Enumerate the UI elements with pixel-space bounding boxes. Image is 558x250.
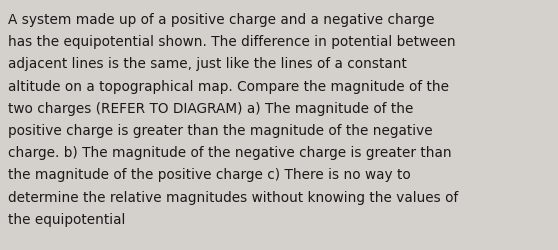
Text: positive charge is greater than the magnitude of the negative: positive charge is greater than the magn… (8, 124, 432, 138)
Text: determine the relative magnitudes without knowing the values of: determine the relative magnitudes withou… (8, 190, 458, 204)
Text: adjacent lines is the same, just like the lines of a constant: adjacent lines is the same, just like th… (8, 57, 407, 71)
Text: charge. b) The magnitude of the negative charge is greater than: charge. b) The magnitude of the negative… (8, 146, 451, 160)
Text: two charges (REFER TO DIAGRAM) a) The magnitude of the: two charges (REFER TO DIAGRAM) a) The ma… (8, 102, 413, 115)
Text: altitude on a topographical map. Compare the magnitude of the: altitude on a topographical map. Compare… (8, 79, 449, 93)
Text: A system made up of a positive charge and a negative charge: A system made up of a positive charge an… (8, 13, 435, 27)
Text: has the equipotential shown. The difference in potential between: has the equipotential shown. The differe… (8, 35, 456, 49)
Text: the equipotential: the equipotential (8, 212, 126, 226)
Text: the magnitude of the positive charge c) There is no way to: the magnitude of the positive charge c) … (8, 168, 411, 182)
